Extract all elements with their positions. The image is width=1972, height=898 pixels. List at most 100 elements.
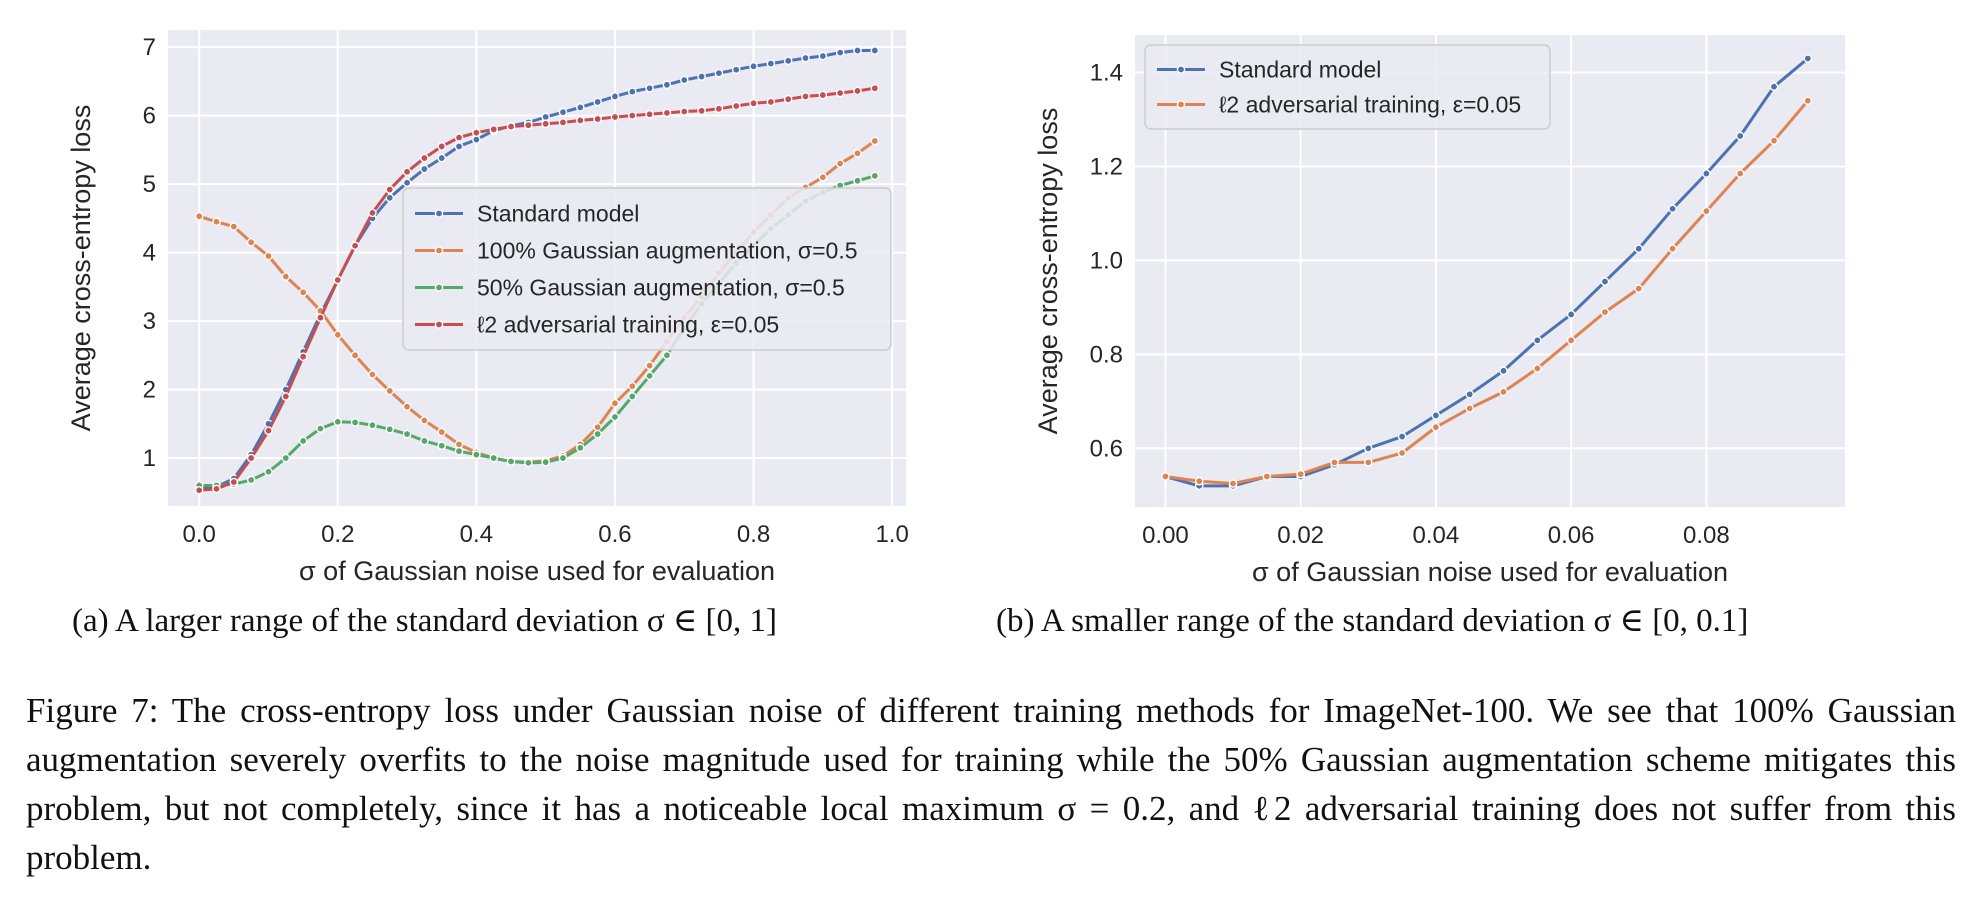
data-point <box>645 83 654 93</box>
x-axis-label: σ of Gaussian noise used for evaluation <box>299 556 775 586</box>
data-point <box>593 429 602 439</box>
legend-box <box>402 187 892 351</box>
x-tick-label: 0.02 <box>1277 522 1324 549</box>
data-point <box>1397 432 1407 441</box>
data-point <box>1634 244 1644 253</box>
data-point <box>1702 206 1711 216</box>
data-point <box>1465 389 1475 399</box>
data-point <box>420 153 429 163</box>
data-point <box>1735 169 1745 178</box>
data-point <box>818 51 828 61</box>
data-point <box>1397 448 1407 458</box>
data-point <box>697 106 706 116</box>
x-tick-label: 0.4 <box>460 521 493 548</box>
data-point <box>246 453 256 463</box>
data-point <box>194 485 204 495</box>
data-point <box>645 109 654 119</box>
data-point <box>645 371 654 381</box>
data-point <box>835 48 845 57</box>
data-point <box>835 88 845 98</box>
legend-marker <box>1176 65 1186 74</box>
y-tick-label: 1.2 <box>1090 154 1123 181</box>
data-point <box>298 352 308 361</box>
legend-label: ℓ2 adversarial training, ε=0.05 <box>477 312 779 338</box>
data-point <box>1194 476 1204 486</box>
data-point <box>610 92 620 101</box>
data-point <box>576 443 585 453</box>
data-point <box>316 313 325 322</box>
data-point <box>662 80 672 90</box>
data-point <box>541 457 550 467</box>
x-tick-label: 0.0 <box>182 521 215 548</box>
data-point <box>472 135 481 144</box>
data-point <box>1735 131 1745 141</box>
legend-item-standard-model: Standard model <box>415 201 639 227</box>
y-tick-label: 6 <box>143 103 156 130</box>
data-point <box>870 46 880 55</box>
data-point <box>1363 443 1373 453</box>
y-tick-label: 1.0 <box>1090 247 1123 274</box>
data-point <box>645 361 654 370</box>
data-point <box>783 56 793 66</box>
data-point <box>1431 411 1441 420</box>
data-point <box>1161 472 1170 481</box>
data-point <box>1803 96 1813 106</box>
legend-item-standard-model: Standard model <box>1157 57 1381 83</box>
data-point <box>1600 307 1610 317</box>
x-tick-label: 0.8 <box>737 521 770 548</box>
caption-a: (a) A larger range of the standard devia… <box>72 603 778 639</box>
data-point <box>576 116 585 125</box>
data-point <box>558 118 568 127</box>
data-point <box>1431 422 1441 432</box>
data-point <box>1668 244 1677 253</box>
data-point <box>835 159 845 168</box>
x-tick-label: 0.2 <box>321 521 354 548</box>
data-point <box>1330 458 1339 467</box>
data-point <box>333 330 343 340</box>
x-tick-label: 0.00 <box>1142 522 1189 549</box>
data-point <box>853 86 862 96</box>
data-point <box>350 241 360 251</box>
data-point <box>1533 335 1542 345</box>
data-point <box>1465 404 1475 413</box>
data-point <box>679 107 689 116</box>
data-point <box>576 103 585 112</box>
data-point <box>281 272 291 281</box>
series-line <box>199 49 875 491</box>
data-point <box>1262 472 1272 481</box>
x-axis-label: σ of Gaussian noise used for evaluation <box>1252 557 1728 587</box>
data-point <box>610 412 620 422</box>
data-point <box>385 193 395 203</box>
y-tick-label: 0.8 <box>1090 341 1123 368</box>
legend: Standard model ℓ2 adversarial training, ε… <box>1144 44 1551 130</box>
data-point <box>420 164 429 174</box>
data-point <box>749 61 758 71</box>
data-point <box>437 142 447 151</box>
data-point <box>1634 284 1644 293</box>
y-tick-label: 2 <box>143 377 156 404</box>
data-point <box>870 136 880 146</box>
data-point <box>1600 277 1610 286</box>
data-point <box>1363 458 1373 467</box>
x-tick-label: 1.0 <box>875 521 908 548</box>
data-point <box>749 98 758 108</box>
data-point <box>870 83 880 93</box>
caption-b: (b) A smaller range of the standard devi… <box>996 603 1749 639</box>
legend-label: ℓ2 adversarial training, ε=0.05 <box>1219 92 1521 118</box>
y-axis-label: Average cross-entropy loss <box>66 105 96 432</box>
data-point <box>264 426 273 435</box>
x-tick-label: 0.06 <box>1548 522 1595 549</box>
data-point <box>298 436 308 446</box>
chart-a: 0.0 0.2 0.4 0.6 0.8 1.0 1 2 3 4 5 6 7 σ of Gaussian n… <box>66 30 909 586</box>
legend-marker <box>434 320 444 329</box>
data-point <box>679 75 689 85</box>
data-point <box>437 441 447 451</box>
data-point <box>1668 204 1677 214</box>
data-point <box>385 386 395 396</box>
y-tick-label: 4 <box>143 240 156 267</box>
data-point <box>368 420 377 430</box>
data-point <box>229 477 239 487</box>
data-point <box>610 398 620 408</box>
data-point <box>558 453 568 463</box>
data-point <box>801 92 810 101</box>
